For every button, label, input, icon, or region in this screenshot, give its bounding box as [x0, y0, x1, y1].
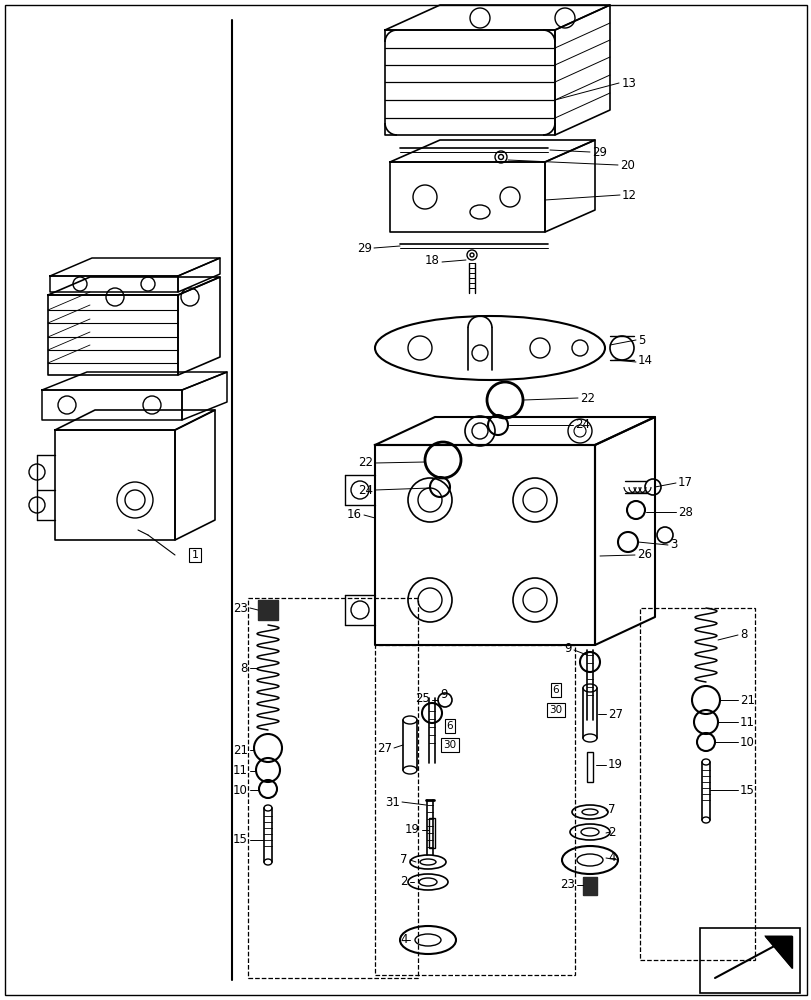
Bar: [639, 608, 754, 960]
Text: 30: 30: [549, 705, 562, 715]
Text: 13: 13: [621, 77, 636, 90]
Text: 30: 30: [443, 740, 456, 750]
Text: 27: 27: [607, 708, 622, 720]
Text: 26: 26: [636, 548, 651, 562]
Text: 9: 9: [564, 642, 571, 654]
Text: 22: 22: [358, 456, 372, 470]
Bar: [586, 752, 592, 782]
Text: 9: 9: [440, 688, 447, 702]
Text: 4: 4: [400, 933, 407, 946]
Text: 8: 8: [240, 662, 247, 674]
Text: 16: 16: [346, 508, 362, 522]
Text: 29: 29: [357, 241, 371, 254]
Text: 22: 22: [579, 391, 594, 404]
Bar: [375, 645, 574, 975]
Polygon shape: [258, 600, 277, 620]
Text: 21: 21: [739, 694, 754, 706]
Text: 2: 2: [400, 876, 407, 888]
Text: 8: 8: [739, 628, 746, 642]
Text: 31: 31: [384, 795, 400, 808]
Text: 11: 11: [233, 764, 247, 778]
Text: 6: 6: [552, 685, 559, 695]
Text: 19: 19: [607, 758, 622, 772]
Text: 17: 17: [677, 477, 692, 489]
Text: 19: 19: [405, 823, 419, 836]
Text: 7: 7: [400, 853, 407, 866]
Text: 2: 2: [607, 826, 615, 839]
Text: 11: 11: [739, 715, 754, 728]
Text: 27: 27: [376, 741, 392, 754]
Text: 5: 5: [637, 334, 645, 347]
Bar: [247, 598, 418, 978]
Text: 10: 10: [739, 735, 754, 748]
Text: 23: 23: [560, 878, 574, 892]
Text: 6: 6: [446, 721, 453, 731]
Text: 24: 24: [358, 484, 372, 496]
Text: 21: 21: [233, 743, 247, 756]
Polygon shape: [764, 936, 791, 968]
Text: 18: 18: [425, 253, 440, 266]
Text: 23: 23: [233, 601, 247, 614]
Text: 4: 4: [607, 851, 615, 864]
Text: 14: 14: [637, 354, 652, 366]
Text: 25: 25: [414, 692, 430, 704]
Bar: [428, 818, 435, 848]
Text: 15: 15: [739, 784, 754, 796]
Text: 1: 1: [191, 550, 198, 560]
Text: 7: 7: [607, 803, 615, 816]
Text: 15: 15: [233, 833, 247, 846]
Text: 3: 3: [669, 538, 676, 552]
Polygon shape: [582, 877, 596, 895]
Text: 29: 29: [591, 146, 607, 159]
Text: 20: 20: [620, 159, 634, 172]
Bar: [699, 928, 799, 993]
Text: 28: 28: [677, 506, 692, 518]
Text: 12: 12: [621, 189, 636, 202]
Text: 24: 24: [574, 418, 590, 432]
Text: 10: 10: [233, 784, 247, 796]
